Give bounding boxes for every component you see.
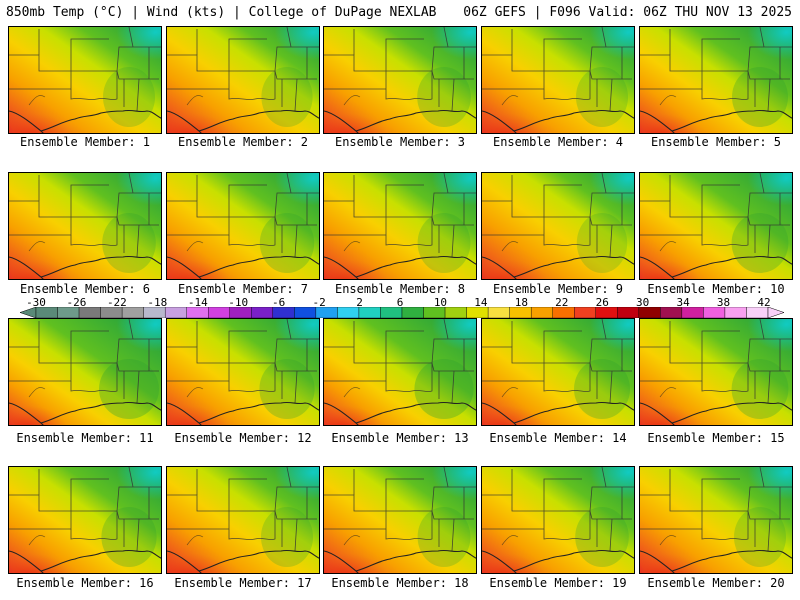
ensemble-member-map: [323, 318, 477, 426]
colorbar-tick-label: 10: [433, 296, 448, 309]
ensemble-member-map: [166, 26, 320, 134]
colorbar-tick-label: 42: [757, 296, 771, 309]
ensemble-member-map: [8, 172, 162, 280]
ensemble-member-label: Ensemble Member: 12: [174, 431, 312, 445]
header-run-info: 06Z GEFS | F096 Valid: 06Z THU NOV 13 20…: [463, 5, 792, 20]
header-title: 850mb Temp (°C) | Wind (kts) | College o…: [6, 5, 437, 20]
ensemble-member-map: [8, 466, 162, 574]
colorbar-tick-label: -6: [272, 296, 286, 309]
ensemble-member-map: [639, 318, 793, 426]
colorbar-tick-label: 2: [356, 296, 363, 309]
colorbar-tick-label: -22: [106, 296, 127, 309]
ensemble-member-label: Ensemble Member: 4: [492, 135, 624, 149]
colorbar-tick-label: -18: [147, 296, 168, 309]
colorbar-tick-label: 26: [595, 296, 609, 309]
ensemble-member-label: Ensemble Member: 13: [331, 431, 469, 445]
colorbar-tick-label: 6: [396, 296, 404, 309]
ensemble-member-label: Ensemble Member: 15: [647, 431, 785, 445]
ensemble-member-label: Ensemble Member: 3: [334, 135, 466, 149]
colorbar-tick-label: 30: [636, 296, 650, 309]
ensemble-member-label: Ensemble Member: 17: [174, 576, 312, 590]
ensemble-member-label: Ensemble Member: 9: [492, 282, 624, 296]
ensemble-member-label: Ensemble Member: 18: [331, 576, 469, 590]
ensemble-member-label: Ensemble Member: 19: [489, 576, 627, 590]
ensemble-member-label: Ensemble Member: 8: [334, 282, 466, 296]
ensemble-member-map: [481, 26, 635, 134]
ensemble-member-map: [166, 172, 320, 280]
colorbar-tick-label: -14: [187, 296, 208, 309]
ensemble-member-map: [8, 318, 162, 426]
ensemble-member-label: Ensemble Member: 7: [177, 282, 309, 296]
colorbar-tick-label: 34: [676, 296, 690, 309]
ensemble-member-map: [323, 466, 477, 574]
colorbar-max-arrow: [767, 307, 784, 318]
colorbar-tick-label: 18: [514, 296, 528, 309]
ensemble-member-map: [166, 318, 320, 426]
colorbar-tick-label: 22: [555, 296, 569, 309]
colorbar-tick-label: -10: [228, 296, 249, 309]
colorbar-tick-label: -26: [66, 296, 87, 309]
ensemble-member-map: [639, 172, 793, 280]
ensemble-member-map: [323, 172, 477, 280]
ensemble-member-map: [639, 466, 793, 574]
ensemble-member-map: [8, 26, 162, 134]
ensemble-member-label: Ensemble Member: 14: [489, 431, 627, 445]
ensemble-member-map: [639, 26, 793, 134]
ensemble-member-map: [481, 172, 635, 280]
ensemble-member-map: [166, 466, 320, 574]
ensemble-member-map: [323, 26, 477, 134]
ensemble-member-map: [481, 318, 635, 426]
ensemble-member-label: Ensemble Member: 16: [16, 576, 154, 590]
colorbar-tick-label: -30: [26, 296, 46, 309]
temperature-colorbar: [20, 307, 784, 318]
ensemble-member-label: Ensemble Member: 5: [650, 135, 782, 149]
ensemble-member-label: Ensemble Member: 20: [647, 576, 785, 590]
ensemble-member-map: [481, 466, 635, 574]
colorbar-tick-label: -2: [312, 296, 326, 309]
colorbar-tick-label: 38: [716, 296, 731, 309]
ensemble-member-label: Ensemble Member: 11: [16, 431, 154, 445]
ensemble-member-label: Ensemble Member: 6: [19, 282, 151, 296]
ensemble-member-label: Ensemble Member: 2: [177, 135, 309, 149]
ensemble-member-label: Ensemble Member: 10: [647, 282, 785, 296]
ensemble-member-label: Ensemble Member: 1: [19, 135, 151, 149]
colorbar-tick-label: 14: [474, 296, 488, 309]
